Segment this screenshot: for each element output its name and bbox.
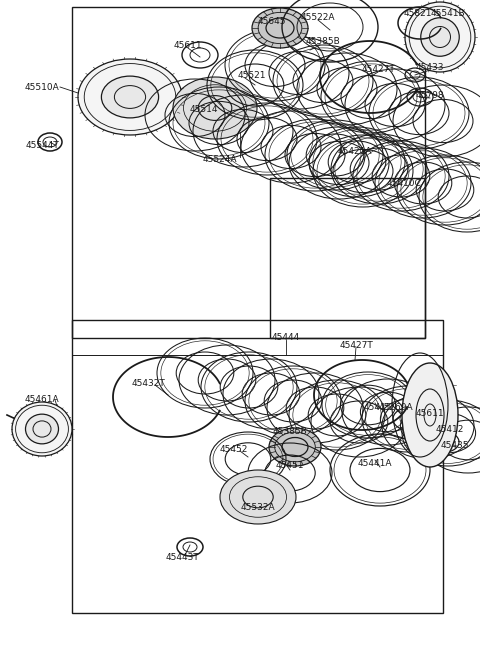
Text: 45521: 45521 bbox=[238, 71, 266, 79]
Text: 45461A: 45461A bbox=[24, 396, 60, 405]
Text: 45798: 45798 bbox=[416, 90, 444, 100]
Bar bbox=[270, 178, 425, 338]
Text: 45611: 45611 bbox=[174, 41, 202, 50]
Text: 45645: 45645 bbox=[258, 16, 286, 26]
Text: 45544T: 45544T bbox=[25, 141, 59, 149]
Text: 45522A: 45522A bbox=[301, 12, 335, 22]
Text: 45427T: 45427T bbox=[339, 341, 373, 350]
Text: 45415: 45415 bbox=[364, 403, 392, 411]
Text: 45433: 45433 bbox=[416, 62, 444, 71]
Text: 45443T: 45443T bbox=[165, 553, 199, 563]
Text: 45541B: 45541B bbox=[431, 10, 465, 18]
Text: 45412: 45412 bbox=[436, 426, 464, 434]
Ellipse shape bbox=[25, 414, 59, 444]
Text: 45385B: 45385B bbox=[273, 426, 307, 436]
Text: 45611: 45611 bbox=[416, 409, 444, 417]
Bar bbox=[72, 7, 425, 338]
Text: 45532A: 45532A bbox=[240, 502, 276, 512]
Text: 45452: 45452 bbox=[220, 445, 248, 453]
Text: 45510A: 45510A bbox=[24, 83, 60, 92]
Text: 45421A: 45421A bbox=[338, 147, 372, 157]
Ellipse shape bbox=[220, 470, 296, 524]
Ellipse shape bbox=[421, 18, 459, 56]
Ellipse shape bbox=[269, 428, 321, 466]
Text: 45269A: 45269A bbox=[379, 403, 413, 411]
Ellipse shape bbox=[402, 363, 458, 467]
Ellipse shape bbox=[78, 59, 182, 135]
Text: 45410C: 45410C bbox=[386, 179, 421, 187]
Text: 45524A: 45524A bbox=[203, 155, 237, 164]
Text: 45821: 45821 bbox=[404, 10, 432, 18]
Text: 45514: 45514 bbox=[190, 105, 218, 115]
Text: 45385B: 45385B bbox=[306, 37, 340, 47]
Ellipse shape bbox=[252, 8, 308, 48]
Text: 45444: 45444 bbox=[272, 333, 300, 341]
Ellipse shape bbox=[405, 2, 475, 72]
Ellipse shape bbox=[101, 76, 158, 118]
Text: 45427T: 45427T bbox=[361, 64, 395, 73]
Text: 45441A: 45441A bbox=[358, 458, 392, 468]
Ellipse shape bbox=[173, 77, 257, 139]
Ellipse shape bbox=[12, 402, 72, 456]
Text: 45435: 45435 bbox=[441, 441, 469, 449]
Text: 45451: 45451 bbox=[276, 460, 304, 470]
Bar bbox=[72, 320, 443, 613]
Text: 45432T: 45432T bbox=[131, 379, 165, 388]
